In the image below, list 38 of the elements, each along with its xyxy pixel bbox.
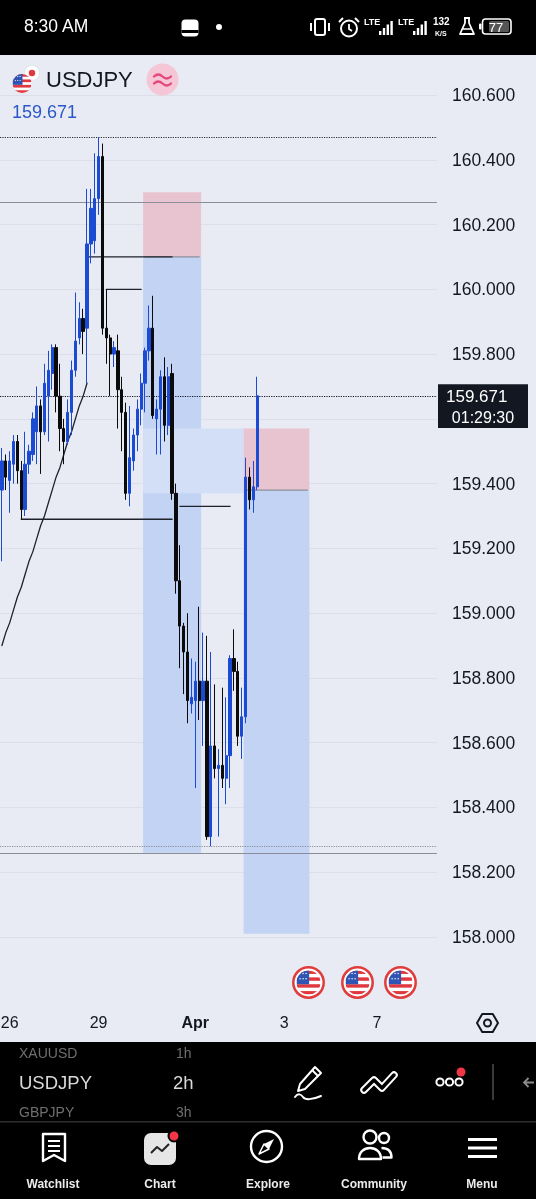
y-tick-label: 158.400 bbox=[452, 797, 516, 818]
text: Explore bbox=[245, 1177, 291, 1191]
y-tick-label: 160.400 bbox=[452, 149, 516, 170]
chart-subtitle: 159.671 bbox=[12, 102, 78, 122]
chart-title: USDJPY bbox=[46, 66, 134, 92]
text: LTE bbox=[398, 16, 415, 26]
y-tick-label: 160.600 bbox=[452, 85, 516, 105]
text: 2h bbox=[173, 1071, 194, 1093]
text: Watchlist bbox=[26, 1177, 80, 1191]
text: Community bbox=[341, 1177, 407, 1191]
y-tick-label: 158.200 bbox=[452, 862, 516, 883]
text: Chart bbox=[144, 1177, 176, 1191]
y-tick-label: 160.000 bbox=[452, 279, 516, 300]
text: 3h bbox=[176, 1104, 192, 1120]
y-tick-label: 158.800 bbox=[452, 667, 516, 688]
y-tick-label: 159.200 bbox=[452, 538, 516, 559]
x-tick-label: 29 bbox=[89, 1013, 108, 1031]
y-tick-label: 159.000 bbox=[452, 603, 516, 624]
text: LTE bbox=[364, 16, 381, 26]
y-tick-label: 158.600 bbox=[452, 732, 516, 753]
text: USDJPY bbox=[19, 1071, 92, 1093]
y-tick-label: 158.000 bbox=[452, 927, 516, 947]
text: 132 bbox=[433, 16, 450, 27]
text: 1h bbox=[176, 1045, 192, 1061]
y-tick-label: 160.200 bbox=[452, 214, 516, 235]
text: 8:30 AM bbox=[24, 16, 89, 37]
text: Menu bbox=[466, 1177, 498, 1191]
x-tick-label: 26 bbox=[0, 1013, 19, 1031]
y-tick-label: 159.400 bbox=[452, 473, 516, 494]
text: GBPJPY bbox=[19, 1104, 75, 1120]
x-tick-label: Apr bbox=[181, 1013, 210, 1031]
text: 77 bbox=[488, 19, 504, 35]
y-tick-label: 159.800 bbox=[452, 344, 516, 365]
x-tick-label: 3 bbox=[279, 1013, 289, 1031]
x-tick-label: 7 bbox=[372, 1013, 382, 1031]
text: XAUUSD bbox=[19, 1045, 78, 1061]
text: 01:29:30 bbox=[438, 407, 528, 428]
ref-line-label: 159.671 bbox=[446, 386, 508, 406]
